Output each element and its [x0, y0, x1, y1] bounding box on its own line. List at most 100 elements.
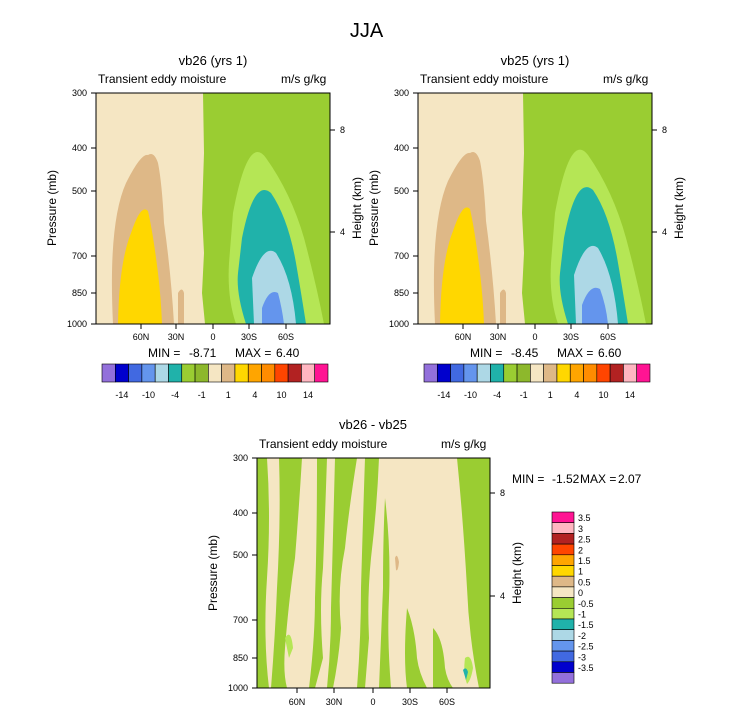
panel3-ytick-850: 850	[233, 653, 248, 663]
panel3-colorbar-label-5: 1	[578, 567, 583, 577]
cbar1-box-8	[208, 363, 222, 383]
panel2-x-ticks: 60N 30N 0 30S 60S	[455, 324, 616, 342]
panel3-positive-regions	[257, 458, 490, 688]
panel1-y-ticks: 300 400 500 700 850 1000	[67, 88, 96, 329]
panel2-htick-8: 8	[662, 125, 667, 135]
panel1-xtick-0: 0	[210, 332, 215, 342]
panel2-units: m/s g/kg	[603, 72, 649, 86]
panel1-x-ticks: 60N 30N 0 30S 60S	[133, 324, 294, 342]
panel3-colorbar-box-1	[551, 522, 575, 534]
panel3-y-ticks: 300 400 500 700 850 1000	[228, 453, 257, 693]
panel2-ytick-500: 500	[394, 186, 409, 196]
panel2-contour-4	[582, 287, 608, 324]
panel3-colorbar-box-11	[551, 629, 575, 641]
panel2-y-ticks: 300 400 500 700 850 1000	[389, 88, 418, 329]
cbar2-box-1	[436, 363, 451, 383]
panel1-ytick-700: 700	[72, 251, 87, 261]
panel3-xtick-60n: 60N	[289, 697, 306, 707]
panel1-xtick-60n: 60N	[133, 332, 150, 342]
panel3-colorbar: 3.532.521.510.50-0.5-1-1.5-2-2.5-3-3.5	[551, 511, 594, 684]
panel3-htick-8: 8	[500, 488, 505, 498]
panel2-xtick-30s: 30S	[563, 332, 579, 342]
panel2-ytick-300: 300	[394, 88, 409, 98]
cbar2-label-2: -4	[493, 390, 501, 400]
panel1-contour-4	[262, 292, 284, 324]
cbar2-box-12	[583, 363, 598, 383]
panel3-x-ticks: 60N 30N 0 30S 60S	[289, 688, 455, 707]
cbar2-box-11	[569, 363, 584, 383]
cbar2-box-9	[543, 363, 558, 383]
cbar2-label-4: 1	[548, 390, 553, 400]
panel3-colorbar-label-0: 3.5	[578, 513, 591, 523]
cbar2-label-1: -10	[464, 390, 477, 400]
panel3-ytick-700: 700	[233, 615, 248, 625]
panel2-xtick-0: 0	[532, 332, 537, 342]
panel3-region-9	[433, 628, 453, 688]
panel3-region-4	[327, 458, 357, 688]
panel3-colorbar-label-14: -3.5	[578, 663, 594, 673]
panel1-left-label: Transient eddy moisture	[98, 72, 227, 86]
panel3-contour-neg15	[463, 668, 468, 680]
cbar1-box-11	[247, 363, 262, 383]
cbar1-box-14	[287, 363, 302, 383]
panel3-colorbar-label-8: -0.5	[578, 599, 594, 609]
cbar1-box-1	[114, 363, 129, 383]
panel3-colorbar-box-12	[551, 640, 575, 652]
cbar2-label-6: 10	[598, 390, 608, 400]
panel3-colorbar-label-4: 1.5	[578, 556, 591, 566]
panel2-contour-7	[500, 289, 506, 324]
panel3-ytick-400: 400	[233, 508, 248, 518]
cbar2-box-2	[450, 363, 465, 383]
cbar2-box-8	[530, 363, 544, 383]
panel3-colorbar-box-8	[551, 597, 575, 609]
panel3-region-1	[257, 458, 269, 688]
panel3-contour-pos05	[395, 555, 399, 571]
panel1-xtick-30s: 30S	[241, 332, 257, 342]
panel3-height-ticks: 8 4	[490, 488, 505, 601]
panel3-colorbar-label-10: -1.5	[578, 620, 594, 630]
panel3-y2label: Height (km)	[510, 542, 524, 604]
cbar1-label-7: 14	[303, 390, 313, 400]
panel1-title: vb26 (yrs 1)	[178, 53, 248, 68]
panel1-max-label: MAX =	[235, 346, 272, 360]
cbar2-label-5: 4	[574, 390, 579, 400]
panel1-ytick-500: 500	[72, 186, 87, 196]
panel3-colorbar-label-13: -3	[578, 652, 586, 662]
panel2-left-label: Transient eddy moisture	[420, 72, 549, 86]
panel1-htick-4: 4	[340, 227, 345, 237]
panel1-ytick-400: 400	[72, 143, 87, 153]
panel1-ytick-300: 300	[72, 88, 87, 98]
cbar2-box-0	[423, 363, 438, 383]
cbar1-box-5	[168, 363, 183, 383]
panel3-colorbar-label-11: -2	[578, 631, 586, 641]
cbar2-box-4	[476, 363, 491, 383]
panel3-colorbar-box-10	[551, 618, 575, 630]
cbar2-label-7: 14	[625, 390, 635, 400]
cbar1-box-2	[128, 363, 143, 383]
cbar2-box-5	[490, 363, 505, 383]
panel2-xtick-60s: 60S	[600, 332, 616, 342]
panel2-xtick-30n: 30N	[490, 332, 507, 342]
cbar2-box-15	[623, 363, 638, 383]
panel1-units: m/s g/kg	[281, 72, 327, 86]
panel3-colorbar-box-13	[551, 650, 575, 663]
cbar2-box-7	[516, 363, 531, 383]
panel3-ytick-1000: 1000	[228, 683, 248, 693]
panel3-colorbar-label-2: 2.5	[578, 535, 591, 545]
cbar1-box-13	[274, 363, 289, 383]
panel3-xtick-30s: 30S	[402, 697, 418, 707]
panel1-xtick-60s: 60S	[278, 332, 294, 342]
panel1-xtick-30n: 30N	[168, 332, 185, 342]
panel2-min-label: MIN =	[470, 346, 503, 360]
panel3-region-7	[405, 608, 427, 688]
cbar1-label-2: -4	[171, 390, 179, 400]
panel3-region-8	[457, 458, 490, 688]
cbar2-box-13	[596, 363, 611, 383]
panel3-colorbar-box-9	[551, 608, 575, 620]
panel2-ytick-700: 700	[394, 251, 409, 261]
panel3-min-value: -1.52	[552, 472, 580, 486]
cbar2-box-6	[503, 363, 518, 383]
panel3-region-6	[379, 498, 391, 688]
panel1-contour-7	[178, 289, 184, 324]
panel3-ylabel: Pressure (mb)	[206, 535, 220, 611]
